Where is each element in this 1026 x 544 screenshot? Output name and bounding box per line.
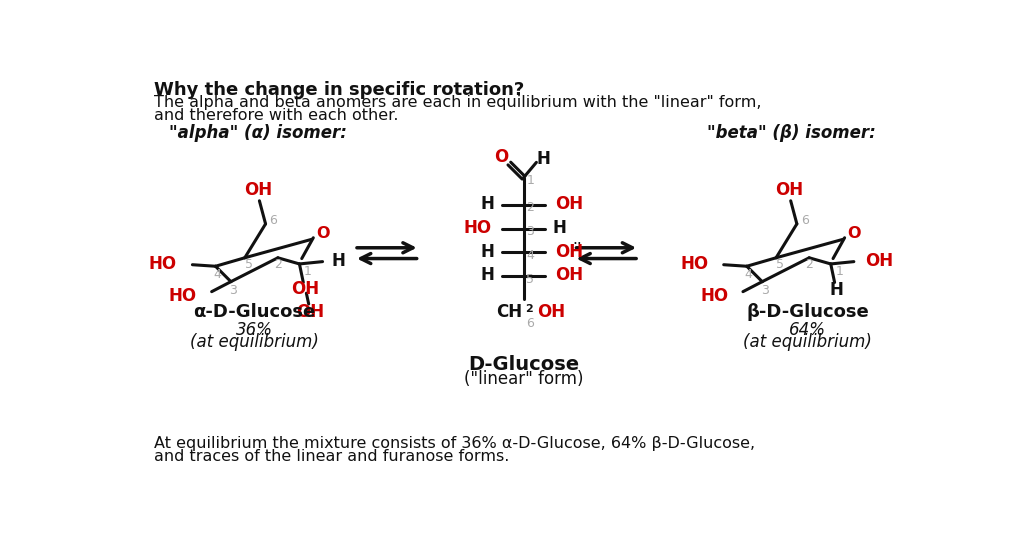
Text: 1: 1	[304, 265, 312, 278]
Text: O: O	[316, 226, 329, 242]
Text: HO: HO	[464, 219, 491, 237]
Text: At equilibrium the mixture consists of 36% α-D-Glucose, 64% β-D-Glucose,: At equilibrium the mixture consists of 3…	[154, 436, 755, 452]
Text: 2: 2	[525, 304, 532, 314]
Text: 3: 3	[526, 225, 535, 238]
Text: HO: HO	[700, 287, 728, 305]
Text: OH: OH	[555, 267, 583, 285]
Text: (at equilibrium): (at equilibrium)	[190, 333, 318, 351]
Text: 3: 3	[229, 283, 237, 296]
Text: HO: HO	[149, 255, 177, 273]
Text: The alpha and beta anomers are each in equilibrium with the "linear" form,: The alpha and beta anomers are each in e…	[154, 95, 761, 110]
Text: "alpha" (α) isomer:: "alpha" (α) isomer:	[169, 124, 347, 142]
Text: 2: 2	[805, 258, 814, 271]
Text: ··: ··	[573, 237, 583, 252]
Text: OH: OH	[244, 181, 272, 199]
Text: ("linear" form): ("linear" form)	[464, 370, 583, 388]
Text: H: H	[537, 150, 550, 168]
Text: CH: CH	[496, 304, 522, 322]
Text: OH: OH	[538, 304, 565, 322]
Text: (at equilibrium): (at equilibrium)	[743, 333, 872, 351]
Text: H: H	[480, 243, 495, 261]
Text: 4: 4	[745, 268, 752, 281]
Text: O: O	[847, 226, 861, 242]
Text: 1: 1	[835, 265, 843, 278]
Text: 36%: 36%	[236, 321, 273, 339]
Text: and traces of the linear and furanose forms.: and traces of the linear and furanose fo…	[154, 449, 509, 463]
Text: H: H	[553, 219, 566, 237]
Text: 6: 6	[270, 214, 277, 226]
Text: OH: OH	[555, 243, 583, 261]
Text: 5: 5	[244, 258, 252, 271]
Text: Why the change in specific rotation?: Why the change in specific rotation?	[154, 81, 524, 98]
Text: 6: 6	[526, 317, 535, 330]
Text: 6: 6	[800, 214, 808, 226]
Text: 1: 1	[526, 174, 535, 187]
Text: OH: OH	[865, 252, 893, 270]
Text: H: H	[830, 281, 843, 299]
Text: OH: OH	[555, 195, 583, 213]
Text: O: O	[495, 147, 509, 165]
Text: H: H	[480, 267, 495, 285]
Text: OH: OH	[297, 302, 324, 320]
Text: 2: 2	[274, 258, 282, 271]
Text: and therefore with each other.: and therefore with each other.	[154, 108, 398, 123]
Text: 2: 2	[526, 201, 535, 214]
Text: OH: OH	[775, 181, 803, 199]
Text: 3: 3	[760, 283, 768, 296]
Text: α-D-Glucose: α-D-Glucose	[193, 302, 315, 320]
Text: HO: HO	[169, 287, 197, 305]
Text: HO: HO	[680, 255, 708, 273]
Text: "beta" (β) isomer:: "beta" (β) isomer:	[707, 124, 875, 142]
Text: D-Glucose: D-Glucose	[468, 355, 579, 374]
Text: OH: OH	[291, 280, 320, 298]
Text: 64%: 64%	[789, 321, 826, 339]
Text: β-D-Glucose: β-D-Glucose	[746, 302, 869, 320]
Text: 4: 4	[526, 249, 535, 262]
Text: H: H	[331, 252, 346, 270]
Text: 5: 5	[776, 258, 784, 271]
Text: H: H	[480, 195, 495, 213]
Text: 5: 5	[526, 273, 535, 286]
Text: 4: 4	[213, 268, 221, 281]
